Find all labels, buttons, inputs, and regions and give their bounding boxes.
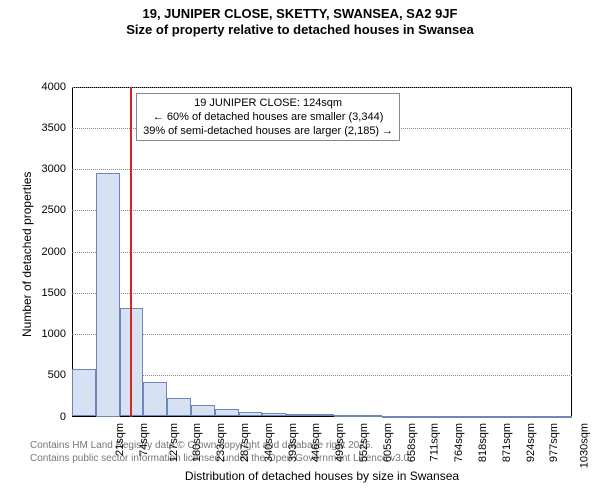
x-tick: 977sqm xyxy=(549,423,561,462)
histogram-bar xyxy=(96,173,120,416)
x-tick: 233sqm xyxy=(215,423,227,462)
x-tick: 446sqm xyxy=(311,423,323,462)
histogram-bar xyxy=(453,416,477,418)
histogram-bar xyxy=(501,416,525,418)
title-address: 19, JUNIPER CLOSE, SKETTY, SWANSEA, SA2 … xyxy=(0,6,600,22)
y-tick: 500 xyxy=(48,369,66,381)
histogram-bar xyxy=(191,405,215,417)
y-tick: 2500 xyxy=(42,204,66,216)
histogram-bar xyxy=(429,416,453,418)
histogram-bar xyxy=(239,412,263,417)
histogram-bar xyxy=(524,416,548,418)
x-tick: 552sqm xyxy=(358,423,370,462)
x-tick: 180sqm xyxy=(191,423,203,462)
x-tick: 818sqm xyxy=(477,423,489,462)
histogram-bar xyxy=(167,398,191,416)
histogram-bar xyxy=(215,409,239,416)
x-tick: 924sqm xyxy=(525,423,537,462)
chart-area: Number of detached properties Distributi… xyxy=(0,39,600,439)
histogram-bar xyxy=(310,414,334,416)
y-tick: 3000 xyxy=(42,163,66,175)
x-tick: 605sqm xyxy=(382,423,394,462)
histogram-bar xyxy=(262,413,286,416)
annotation-title: 19 JUNIPER CLOSE: 124sqm xyxy=(143,96,393,110)
histogram-bar xyxy=(334,415,358,417)
x-tick: 340sqm xyxy=(263,423,275,462)
annotation-smaller: ← 60% of detached houses are smaller (3,… xyxy=(143,110,393,124)
x-tick: 871sqm xyxy=(501,423,513,462)
histogram-bar xyxy=(143,382,167,417)
chart-title-block: 19, JUNIPER CLOSE, SKETTY, SWANSEA, SA2 … xyxy=(0,0,600,39)
x-tick: 74sqm xyxy=(138,423,150,456)
x-tick: 711sqm xyxy=(429,423,441,461)
y-tick: 0 xyxy=(60,411,66,423)
histogram-bar xyxy=(72,369,96,417)
x-tick: 127sqm xyxy=(168,423,180,462)
x-tick: 393sqm xyxy=(287,423,299,462)
y-tick: 1000 xyxy=(42,328,66,340)
histogram-bar xyxy=(358,415,382,417)
title-subtitle: Size of property relative to detached ho… xyxy=(0,22,600,38)
x-tick: 499sqm xyxy=(334,423,346,462)
x-tick: 764sqm xyxy=(453,423,465,462)
x-tick: 1030sqm xyxy=(579,423,591,468)
x-axis-label: Distribution of detached houses by size … xyxy=(72,469,572,483)
property-marker-line xyxy=(130,87,132,417)
annotation-larger: 39% of semi-detached houses are larger (… xyxy=(143,124,393,138)
histogram-bar xyxy=(405,416,429,418)
histogram-bar xyxy=(382,416,406,418)
y-tick: 3500 xyxy=(42,122,66,134)
histogram-bar xyxy=(477,416,501,418)
x-tick: 658sqm xyxy=(406,423,418,462)
histogram-bar xyxy=(548,416,572,418)
y-tick: 4000 xyxy=(42,81,66,93)
y-tick: 1500 xyxy=(42,287,66,299)
annotation-box: 19 JUNIPER CLOSE: 124sqm ← 60% of detach… xyxy=(136,93,400,142)
histogram-bar xyxy=(286,414,310,417)
x-tick: 21sqm xyxy=(114,423,126,456)
y-tick: 2000 xyxy=(42,246,66,258)
y-axis-label: Number of detached properties xyxy=(20,171,34,336)
x-tick: 287sqm xyxy=(239,423,251,462)
